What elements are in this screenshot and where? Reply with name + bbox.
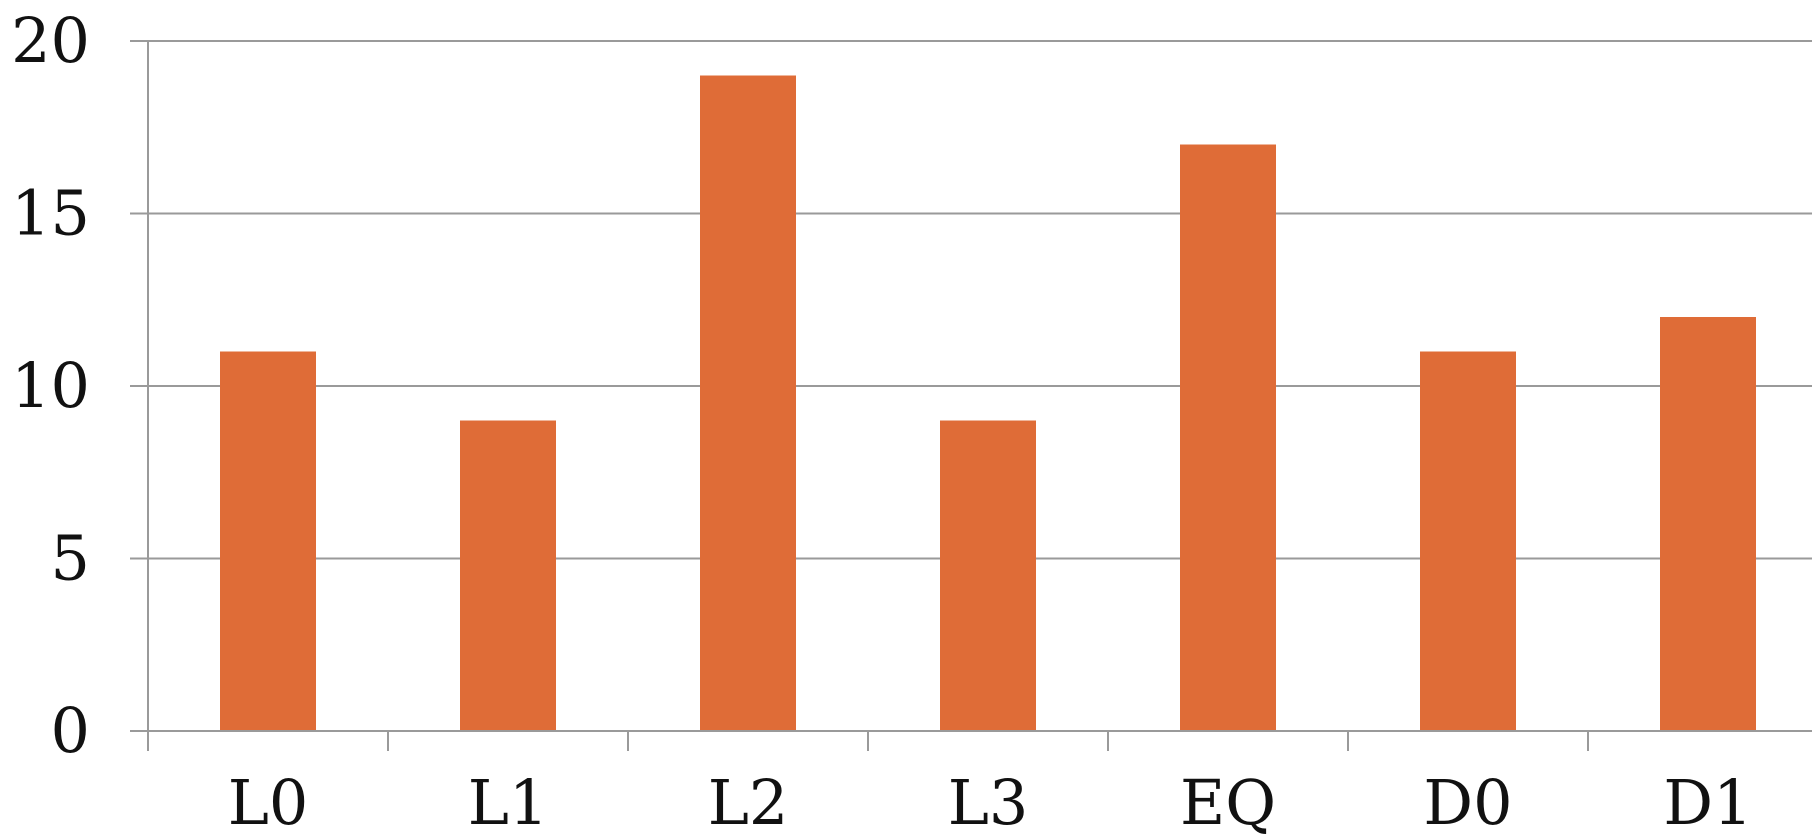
x-tick-label: L3 — [948, 766, 1029, 839]
x-tick-label: D0 — [1423, 766, 1512, 839]
y-tick-label: 15 — [11, 177, 90, 250]
bar-l1 — [460, 420, 556, 731]
bar-l3 — [940, 420, 1036, 731]
y-tick-label: 0 — [51, 694, 90, 767]
x-tick-label: EQ — [1180, 766, 1276, 839]
axes — [130, 40, 1812, 751]
y-tick-label: 5 — [51, 522, 90, 595]
x-tick-label: L1 — [468, 766, 549, 839]
bar-d0 — [1420, 351, 1516, 731]
bar-l2 — [700, 75, 796, 731]
bar-l0 — [220, 351, 316, 731]
y-tick-label: 20 — [11, 4, 90, 77]
x-tick-label: L2 — [708, 766, 789, 839]
x-tick-labels: L0 L1 L2 L3 EQ D0 D1 — [228, 766, 1753, 839]
bars — [220, 75, 1756, 731]
bar-eq — [1180, 144, 1276, 731]
bar-d1 — [1660, 317, 1756, 731]
y-tick-label: 10 — [11, 349, 90, 422]
x-tick-label: D1 — [1663, 766, 1752, 839]
x-tick-label: L0 — [228, 766, 309, 839]
y-tick-labels: 0 5 10 15 20 — [11, 4, 90, 767]
